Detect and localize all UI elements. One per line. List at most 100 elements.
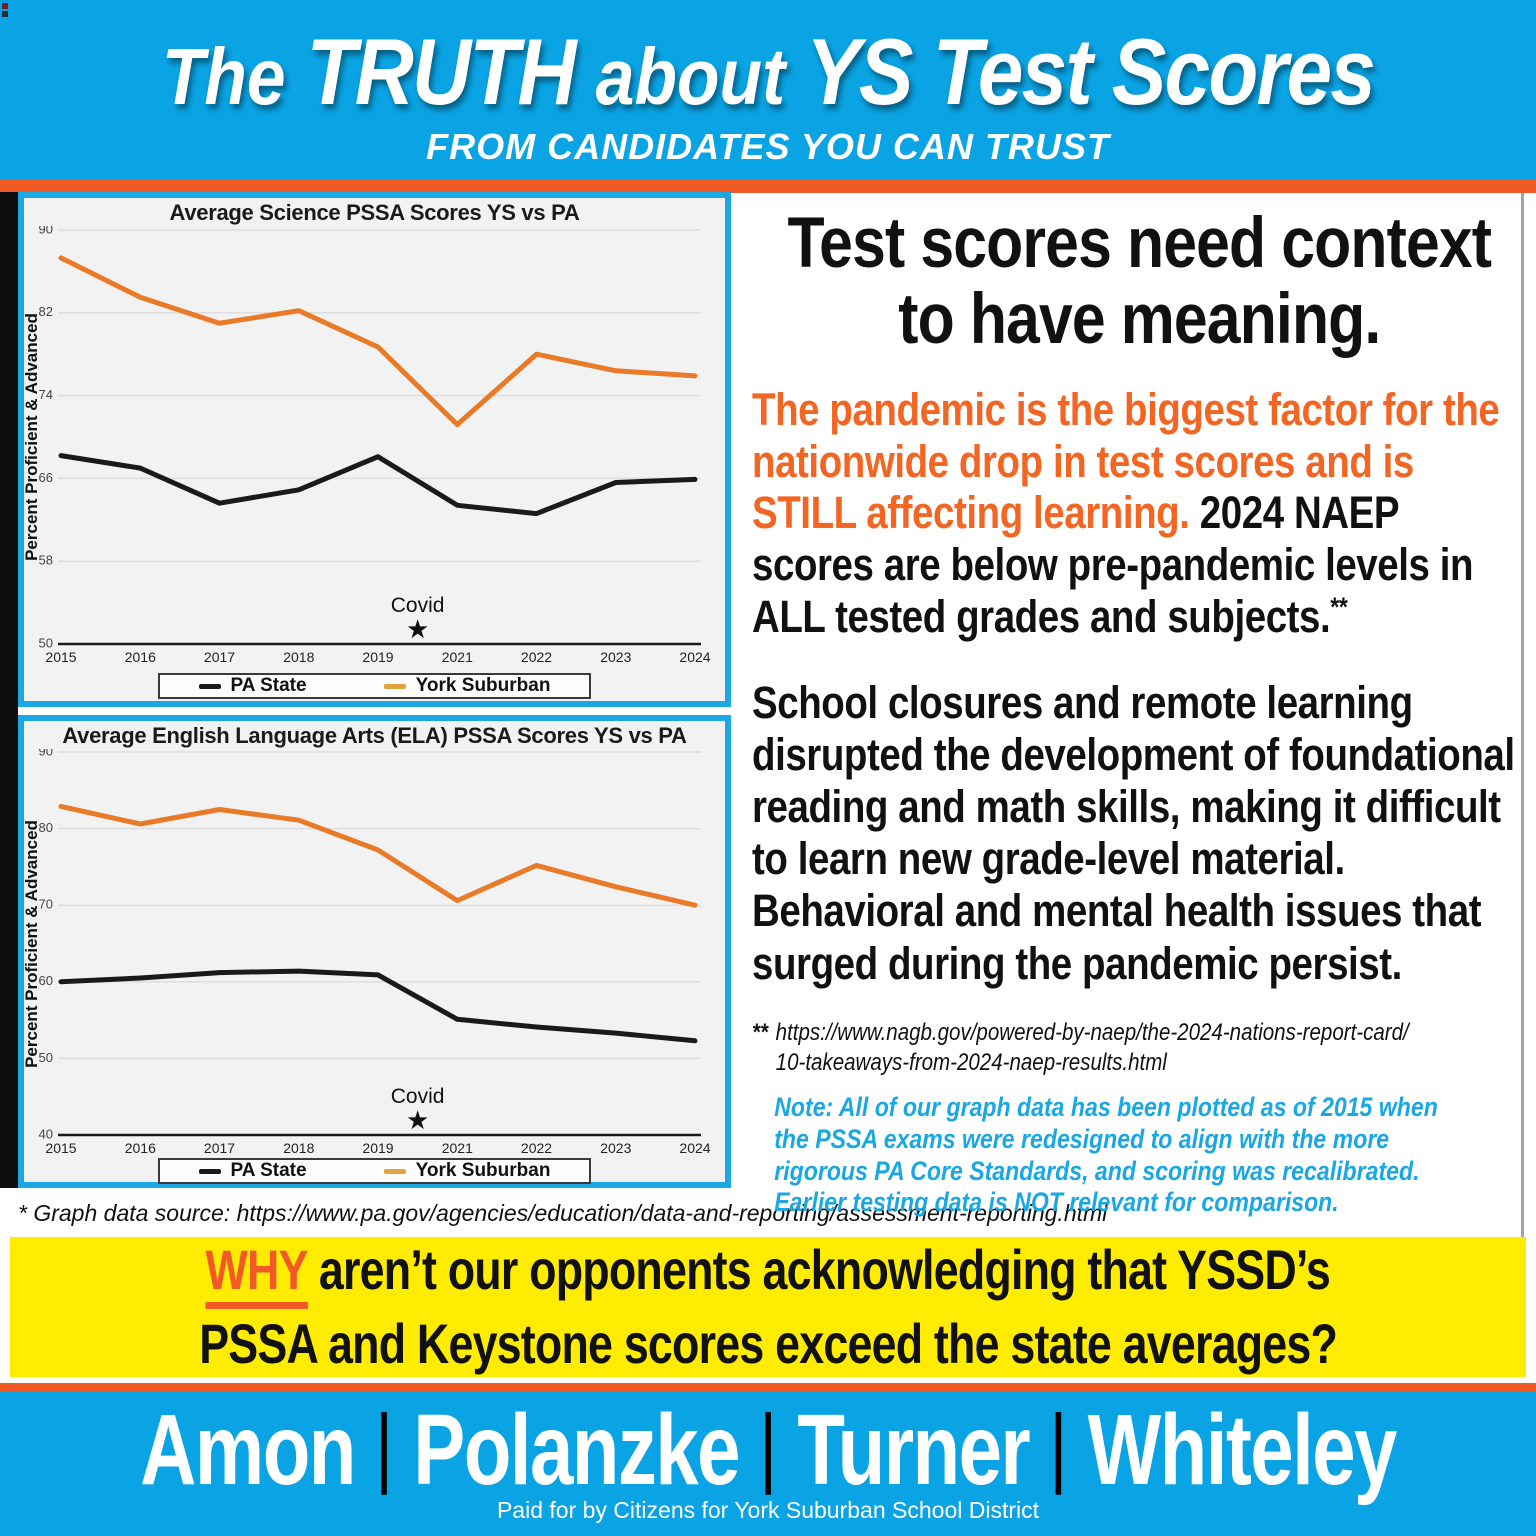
paid-for-disclaimer: Paid for by Citizens for York Suburban S… bbox=[496, 1497, 1040, 1523]
orange-strip bbox=[0, 1383, 1536, 1392]
footer-banner: Amon | Polanzke | Turner | Whiteley Paid… bbox=[0, 1392, 1536, 1536]
banner-line-1-rest: aren’t our opponents acknowledging that … bbox=[319, 1237, 1331, 1301]
ela-chart-panel: Average English Language Arts (ELA) PSSA… bbox=[18, 715, 731, 1188]
graph-source-note: * Graph data source: https://www.pa.gov/… bbox=[18, 1200, 1108, 1226]
note-text: All of our graph data has been plotted a… bbox=[774, 1091, 1438, 1218]
heading-line-2: to have meaning. bbox=[898, 279, 1381, 359]
footnote-url-line-2: 10-takeaways-from-2024-naep-results.html bbox=[775, 1048, 1167, 1076]
note-label: Note: bbox=[774, 1091, 834, 1122]
svg-text:90: 90 bbox=[39, 749, 53, 758]
svg-text:40: 40 bbox=[39, 1126, 53, 1141]
svg-text:Percent Proficient & Advanced: Percent Proficient & Advanced bbox=[24, 313, 41, 561]
svg-text:50: 50 bbox=[39, 635, 53, 650]
svg-text:★: ★ bbox=[406, 614, 429, 644]
legend-item-york-suburban: York Suburban bbox=[383, 675, 551, 697]
right-text-panel: Test scores need context to have meaning… bbox=[752, 206, 1527, 1219]
name-separator: | bbox=[375, 1396, 394, 1495]
svg-text:82: 82 bbox=[39, 304, 53, 319]
name-separator: | bbox=[759, 1396, 778, 1495]
title-word-about: about bbox=[595, 32, 786, 121]
svg-text:Covid: Covid bbox=[391, 1085, 445, 1108]
page-edge-artifact bbox=[1521, 193, 1524, 1240]
svg-text:2016: 2016 bbox=[125, 1140, 156, 1155]
legend-label: York Suburban bbox=[415, 1160, 551, 1181]
svg-text:Percent Proficient & Advanced: Percent Proficient & Advanced bbox=[24, 820, 41, 1068]
candidate-names: Amon | Polanzke | Turner | Whiteley bbox=[140, 1394, 1397, 1506]
science-chart-title: Average Science PSSA Scores YS vs PA bbox=[169, 200, 580, 225]
chart-legend: PA State York Suburban bbox=[158, 673, 591, 699]
svg-text:58: 58 bbox=[39, 553, 53, 568]
svg-text:2017: 2017 bbox=[204, 1140, 235, 1155]
candidate-name-whiteley: Whiteley bbox=[1087, 1394, 1398, 1506]
svg-text:2015: 2015 bbox=[45, 1140, 76, 1155]
header-banner: The TRUTH about YS Test Scores FROM CAND… bbox=[0, 0, 1536, 179]
svg-text:2019: 2019 bbox=[362, 1140, 393, 1155]
banner-line-1: WHY aren’t our opponents acknowledging th… bbox=[205, 1237, 1331, 1309]
charts-column: Average Science PSSA Scores YS vs PA 90 8… bbox=[0, 192, 731, 1188]
title-word-ys-test-scores: YS Test Scores bbox=[806, 19, 1376, 124]
pandemic-statement-orange: The pandemic is the biggest factor for t… bbox=[752, 383, 1500, 539]
svg-text:2021: 2021 bbox=[442, 1140, 473, 1155]
science-chart-panel: Average Science PSSA Scores YS vs PA 90 8… bbox=[18, 192, 731, 707]
svg-text:2024: 2024 bbox=[679, 649, 710, 665]
title-word-truth: TRUTH bbox=[306, 19, 576, 124]
banner-line-2: PSSA and Keystone scores exceed the stat… bbox=[199, 1311, 1338, 1375]
pandemic-paragraph: The pandemic is the biggest factor for t… bbox=[752, 384, 1527, 643]
orange-divider bbox=[0, 179, 1536, 193]
svg-text:50: 50 bbox=[39, 1050, 53, 1065]
footnote-marker: ** bbox=[752, 1018, 768, 1046]
svg-text:74: 74 bbox=[39, 387, 53, 402]
candidate-name-amon: Amon bbox=[140, 1394, 356, 1506]
footnote-url-line-1: https://www.nagb.gov/powered-by-naep/the… bbox=[775, 1018, 1409, 1046]
svg-text:2022: 2022 bbox=[521, 649, 552, 665]
svg-text:90: 90 bbox=[39, 226, 53, 236]
legend-label: York Suburban bbox=[415, 675, 551, 696]
left-edge-strip bbox=[0, 192, 18, 1188]
svg-text:2017: 2017 bbox=[204, 649, 235, 665]
footnote-reference: ** bbox=[1330, 591, 1348, 622]
title-word-the: The bbox=[161, 32, 286, 121]
heading-line-1: Test scores need context bbox=[787, 204, 1492, 283]
naep-statement: 2024 NAEP scores are below pre-pandemic … bbox=[752, 487, 1474, 642]
york-suburban-line-swatch bbox=[383, 683, 406, 689]
pa-state-line-swatch bbox=[198, 683, 221, 689]
candidate-name-polanzke: Polanzke bbox=[413, 1394, 740, 1506]
svg-text:Covid: Covid bbox=[391, 594, 445, 617]
svg-text:80: 80 bbox=[39, 820, 53, 835]
question-banner: WHY aren’t our opponents acknowledging th… bbox=[10, 1237, 1526, 1377]
pa-state-line-swatch bbox=[198, 1168, 221, 1174]
svg-text:2021: 2021 bbox=[442, 649, 473, 665]
svg-text:2018: 2018 bbox=[283, 649, 314, 665]
page-title: The TRUTH about YS Test Scores bbox=[100, 18, 1436, 126]
svg-text:70: 70 bbox=[39, 897, 53, 912]
svg-text:2018: 2018 bbox=[283, 1140, 314, 1155]
section-heading: Test scores need context to have meaning… bbox=[752, 206, 1527, 358]
svg-text:2015: 2015 bbox=[45, 649, 76, 665]
svg-text:2016: 2016 bbox=[125, 649, 156, 665]
name-separator: | bbox=[1049, 1396, 1068, 1495]
footnote-url: https://www.nagb.gov/powered-by-naep/the… bbox=[776, 1018, 1409, 1078]
candidate-name-turner: Turner bbox=[797, 1394, 1030, 1506]
svg-text:66: 66 bbox=[39, 470, 53, 485]
header-subtitle: FROM CANDIDATES YOU CAN TRUST bbox=[426, 126, 1110, 167]
svg-text:2022: 2022 bbox=[521, 1140, 552, 1155]
ela-chart-title: Average English Language Arts (ELA) PSSA… bbox=[62, 723, 687, 748]
york-suburban-line-swatch bbox=[383, 1168, 406, 1174]
why-highlight: WHY bbox=[205, 1240, 309, 1309]
scan-artifact bbox=[2, 3, 8, 9]
school-closures-paragraph: School closures and remote learning disr… bbox=[752, 676, 1515, 989]
svg-text:60: 60 bbox=[39, 973, 53, 988]
legend-label: PA State bbox=[230, 1160, 307, 1181]
naep-footnote: ** https://www.nagb.gov/powered-by-naep/… bbox=[752, 1018, 1527, 1078]
svg-text:★: ★ bbox=[406, 1105, 429, 1135]
chart-legend: PA State York Suburban bbox=[158, 1158, 591, 1184]
legend-label: PA State bbox=[230, 675, 307, 696]
legend-item-pa-state: PA State bbox=[198, 675, 307, 697]
data-note: Note: All of our graph data has been plo… bbox=[752, 1092, 1475, 1219]
legend-item-york-suburban: York Suburban bbox=[383, 1160, 551, 1182]
scan-artifact bbox=[2, 11, 8, 17]
svg-text:2019: 2019 bbox=[362, 649, 393, 665]
svg-text:2023: 2023 bbox=[600, 1140, 631, 1155]
